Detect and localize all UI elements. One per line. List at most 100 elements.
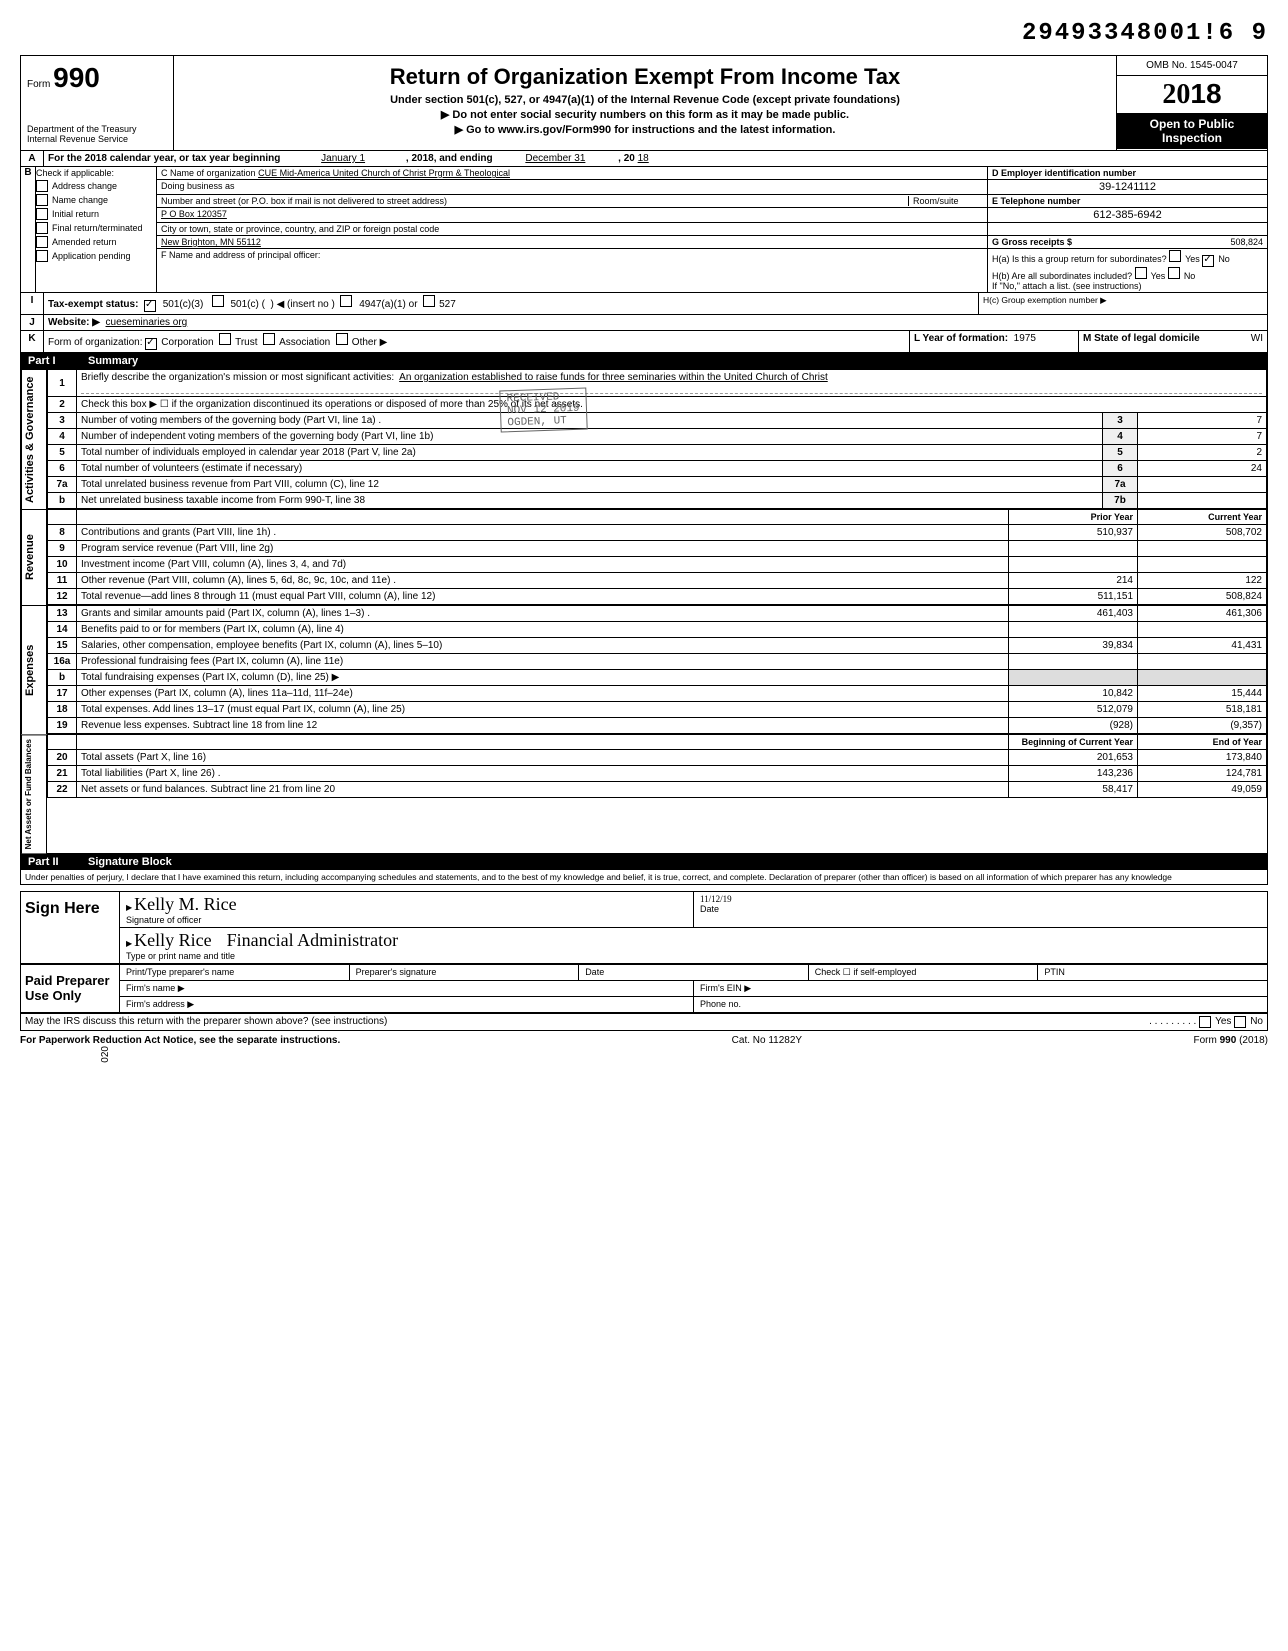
org-name: CUE Mid-America United Church of Christ …	[258, 168, 510, 178]
discuss-no[interactable]	[1234, 1016, 1246, 1028]
hdr-end: End of Year	[1138, 735, 1267, 750]
l15c: 41,431	[1138, 638, 1267, 654]
vertical-020: 020	[100, 1046, 111, 1063]
name-label: Type or print name and title	[126, 951, 1261, 961]
section-governance: Activities & Governance 1 Briefly descri…	[20, 369, 1268, 509]
l12: Total revenue—add lines 8 through 11 (mu…	[77, 589, 1009, 605]
l6v: 24	[1138, 461, 1267, 477]
check-if-applicable: Check if applicable:	[36, 167, 156, 179]
sidebar-governance: Activities & Governance	[21, 369, 47, 509]
section-revenue: Revenue Prior YearCurrent Year 8Contribu…	[20, 509, 1268, 605]
website-val: cueseminaries org	[106, 317, 188, 328]
cb-app-pending[interactable]: Application pending	[36, 249, 156, 263]
tax-year-end: December 31	[495, 153, 615, 164]
sig-date: 11/12/19	[700, 894, 1261, 904]
l11: Other revenue (Part VIII, column (A), li…	[77, 573, 1009, 589]
document-id: 29493348001!6 9	[20, 20, 1268, 47]
line-a: A For the 2018 calendar year, or tax yea…	[20, 151, 1268, 167]
cb-name-change[interactable]: Name change	[36, 193, 156, 207]
line-a-yr: 18	[638, 153, 649, 164]
ha-yes[interactable]	[1169, 250, 1181, 262]
l13: Grants and similar amounts paid (Part IX…	[77, 606, 1009, 622]
inspection-label: Inspection	[1121, 131, 1263, 145]
l7b: Net unrelated business taxable income fr…	[77, 493, 1103, 509]
l8p: 510,937	[1009, 525, 1138, 541]
f-label: F Name and address of principal officer:	[157, 249, 987, 292]
line-a-mid: , 2018, and ending	[406, 153, 493, 164]
line-i: I Tax-exempt status: 501(c)(3) 501(c) ( …	[20, 293, 1268, 315]
l22p: 58,417	[1009, 782, 1138, 798]
cb-527[interactable]	[423, 295, 435, 307]
ha-label: H(a) Is this a group return for subordin…	[992, 254, 1167, 264]
cb-amended[interactable]: Amended return	[36, 235, 156, 249]
form-header: Form 990 Department of the Treasury Inte…	[20, 55, 1268, 151]
l20: Total assets (Part X, line 16)	[77, 750, 1009, 766]
cb-501c3[interactable]	[144, 300, 156, 312]
l17c: 15,444	[1138, 686, 1267, 702]
footer-left: For Paperwork Reduction Act Notice, see …	[20, 1035, 340, 1046]
form-subtitle-2: ▶ Do not enter social security numbers o…	[184, 108, 1106, 121]
firm-addr-label: Firm's address ▶	[120, 997, 694, 1012]
l14: Benefits paid to or for members (Part IX…	[77, 622, 1009, 638]
cb-address-change[interactable]: Address change	[36, 179, 156, 193]
cb-4947[interactable]	[340, 295, 352, 307]
hb-yes[interactable]	[1135, 267, 1147, 279]
l22: Net assets or fund balances. Subtract li…	[77, 782, 1009, 798]
part1-header: Part I Summary	[20, 353, 1268, 369]
year-20: 20	[1162, 79, 1190, 110]
ha-no[interactable]	[1202, 255, 1214, 267]
cb-trust[interactable]	[219, 333, 231, 345]
l-label: L Year of formation:	[914, 333, 1008, 344]
cb-corp[interactable]	[145, 338, 157, 350]
l19: Revenue less expenses. Subtract line 18 …	[77, 718, 1009, 734]
l12c: 508,824	[1138, 589, 1267, 605]
part2-header: Part II Signature Block	[20, 854, 1268, 870]
l15: Salaries, other compensation, employee b…	[77, 638, 1009, 654]
omb-number: OMB No. 1545-0047	[1117, 56, 1267, 76]
l18c: 518,181	[1138, 702, 1267, 718]
cb-initial-return[interactable]: Initial return	[36, 207, 156, 221]
l5: Total number of individuals employed in …	[77, 445, 1103, 461]
l20c: 173,840	[1138, 750, 1267, 766]
form-title: Return of Organization Exempt From Incom…	[184, 64, 1106, 90]
l11c: 122	[1138, 573, 1267, 589]
hdr-prior: Prior Year	[1009, 510, 1138, 525]
line-k: K Form of organization: Corporation Trus…	[20, 331, 1268, 353]
cb-501c[interactable]	[212, 295, 224, 307]
l20p: 201,653	[1009, 750, 1138, 766]
l18: Total expenses. Add lines 13–17 (must eq…	[77, 702, 1009, 718]
l1-val: An organization established to raise fun…	[399, 372, 828, 383]
l16a: Professional fundraising fees (Part IX, …	[77, 654, 1009, 670]
l8c: 508,702	[1138, 525, 1267, 541]
street: P O Box 120357	[157, 208, 987, 223]
c-label: C Name of organization	[161, 168, 256, 178]
ein: 39-1241112	[987, 180, 1267, 195]
l9: Program service revenue (Part VIII, line…	[77, 541, 1009, 557]
l3v: 7	[1138, 413, 1267, 429]
m-label: M State of legal domicile	[1083, 333, 1200, 344]
l19p: (928)	[1009, 718, 1138, 734]
l1-pre: Briefly describe the organization's miss…	[81, 372, 394, 383]
cb-other[interactable]	[336, 333, 348, 345]
l7a: Total unrelated business revenue from Pa…	[77, 477, 1103, 493]
cb-assoc[interactable]	[263, 333, 275, 345]
hdr-beg: Beginning of Current Year	[1009, 735, 1138, 750]
section-net-assets: Net Assets or Fund Balances Beginning of…	[20, 734, 1268, 854]
hb-no[interactable]	[1168, 267, 1180, 279]
l13c: 461,306	[1138, 606, 1267, 622]
form-org-label: Form of organization:	[48, 337, 143, 348]
sign-here-label: Sign Here	[21, 892, 120, 963]
discuss-yes[interactable]	[1199, 1016, 1211, 1028]
prep-date-label: Date	[579, 965, 809, 980]
city-label: City or town, state or province, country…	[157, 223, 987, 236]
officer-signature: Kelly M. Rice	[126, 894, 687, 915]
phone: 612-385-6942	[987, 208, 1267, 223]
footer-mid: Cat. No 11282Y	[732, 1035, 802, 1046]
discuss-preparer: May the IRS discuss this return with the…	[25, 1016, 1149, 1028]
street-label: Number and street (or P.O. box if mail i…	[161, 196, 908, 206]
hb-label: H(b) Are all subordinates included?	[992, 271, 1132, 281]
check-self-employed[interactable]: Check ☐ if self-employed	[809, 965, 1039, 980]
perjury-declaration: Under penalties of perjury, I declare th…	[20, 870, 1268, 885]
cb-final-return[interactable]: Final return/terminated	[36, 221, 156, 235]
date-label: Date	[700, 904, 1261, 914]
